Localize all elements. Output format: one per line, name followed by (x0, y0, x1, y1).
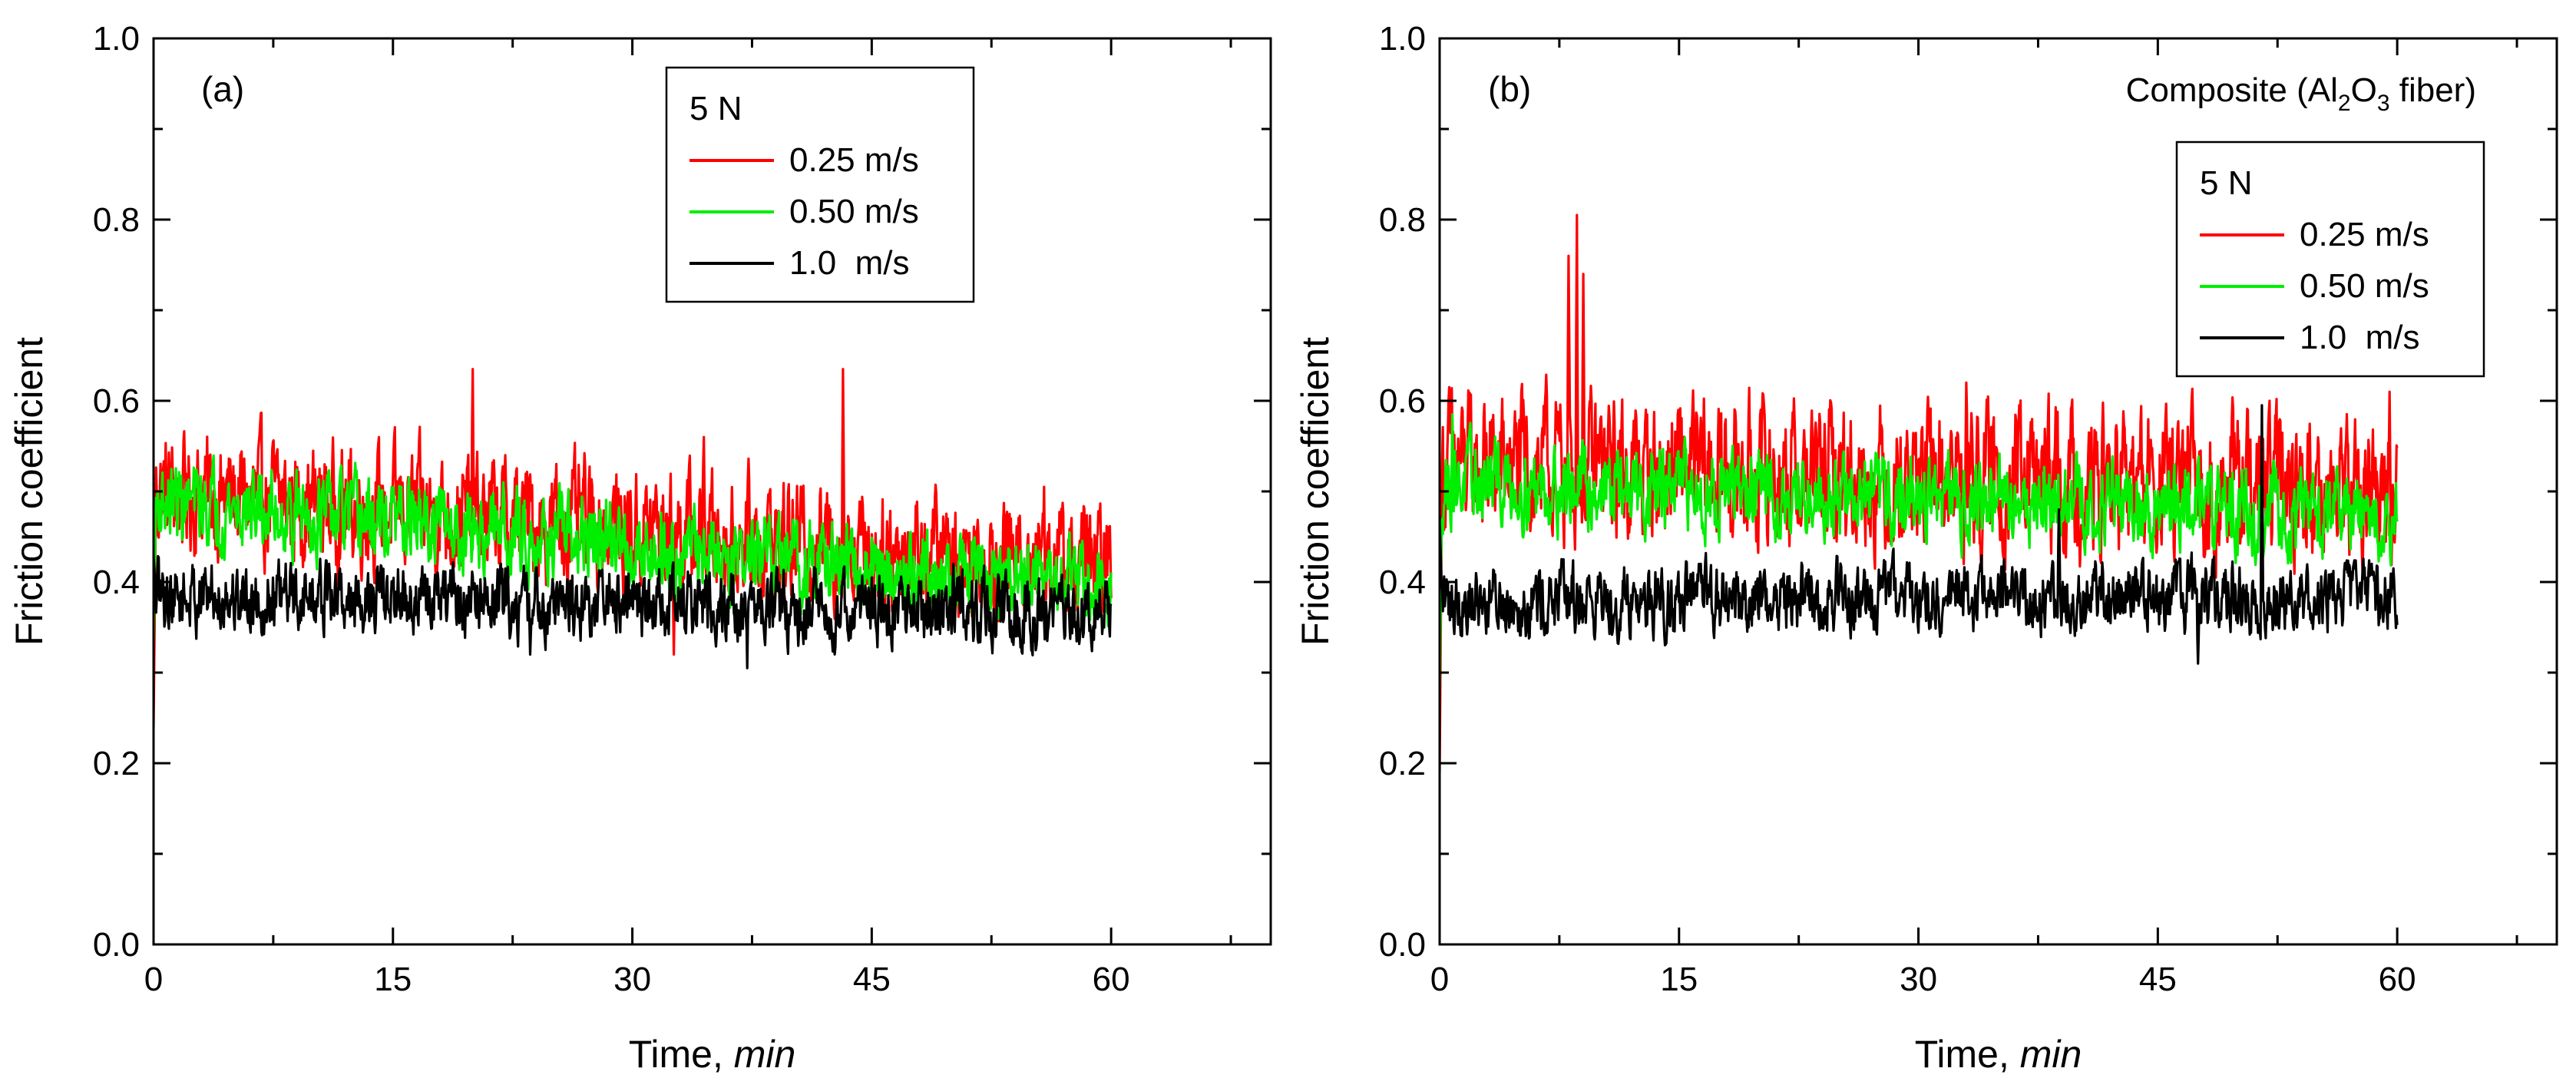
series-line-0 (1440, 213, 2399, 772)
panel-label: (a) (201, 69, 244, 109)
panel-b: 0 15 30 45 60 0.0 0.2 0.4 0.6 0.8 1.0 Time, min Fric… (1294, 20, 2558, 1076)
x-tick-label: 60 (1093, 961, 1130, 998)
x-tick-label: 15 (374, 961, 412, 998)
x-tick-label: 15 (1660, 961, 1698, 998)
y-tick-label: 1.0 (93, 20, 140, 58)
legend-label-1: 0.50 m/s (2300, 267, 2429, 305)
y-tick-label: 0.4 (1379, 564, 1426, 601)
composite-annotation: Composite (Al2O3 fiber) (2126, 71, 2476, 116)
series-group (154, 368, 1113, 727)
legend: 5 N 0.25 m/s 0.50 m/s 1.0 m/s (665, 66, 975, 303)
x-tick-label: 0 (1430, 961, 1449, 998)
x-tick-label: 30 (613, 961, 651, 998)
legend-title: 5 N (689, 90, 742, 127)
panel-a: 0 15 30 45 60 0.0 0.2 0.4 0.6 0.8 1.0 Time, min Fric… (8, 20, 1272, 1076)
legend-label-2: 1.0 m/s (789, 244, 910, 282)
series-line-2 (1440, 404, 2399, 665)
series-line-1 (1440, 413, 2399, 691)
y-tick-label: 0.0 (1379, 926, 1426, 964)
y-tick-label: 0.8 (1379, 201, 1426, 239)
legend-label-2: 1.0 m/s (2300, 319, 2420, 356)
panel-label: (b) (1488, 69, 1531, 109)
x-axis-title: Time, min (629, 1033, 796, 1076)
y-tick-label: 0.6 (1379, 382, 1426, 420)
y-tick-label: 0.0 (93, 926, 140, 964)
legend-label-0: 0.25 m/s (2300, 216, 2429, 253)
x-tick-label: 0 (144, 961, 163, 998)
legend: 5 N 0.25 m/s 0.50 m/s 1.0 m/s (2175, 141, 2485, 378)
y-tick-label: 0.2 (1379, 745, 1426, 782)
legend-label-0: 0.25 m/s (789, 141, 919, 179)
y-tick-label: 0.8 (93, 201, 140, 239)
series-line-2 (154, 554, 1113, 670)
y-tick-label: 1.0 (1379, 20, 1426, 58)
x-tick-label: 45 (2139, 961, 2177, 998)
y-tick-label: 0.2 (93, 745, 140, 782)
legend-label-1: 0.50 m/s (789, 193, 919, 230)
y-axis-title: Friction coefficient (8, 337, 51, 646)
x-tick-label: 60 (2379, 961, 2416, 998)
series-group (1440, 213, 2399, 772)
legend-title: 5 N (2200, 164, 2252, 202)
y-tick-label: 0.4 (93, 564, 140, 601)
x-tick-label: 45 (853, 961, 891, 998)
x-axis-title: Time, min (1915, 1033, 2082, 1076)
y-tick-label: 0.6 (93, 382, 140, 420)
x-tick-label: 30 (1900, 961, 1937, 998)
y-axis-title: Friction coefficient (1294, 337, 1337, 646)
